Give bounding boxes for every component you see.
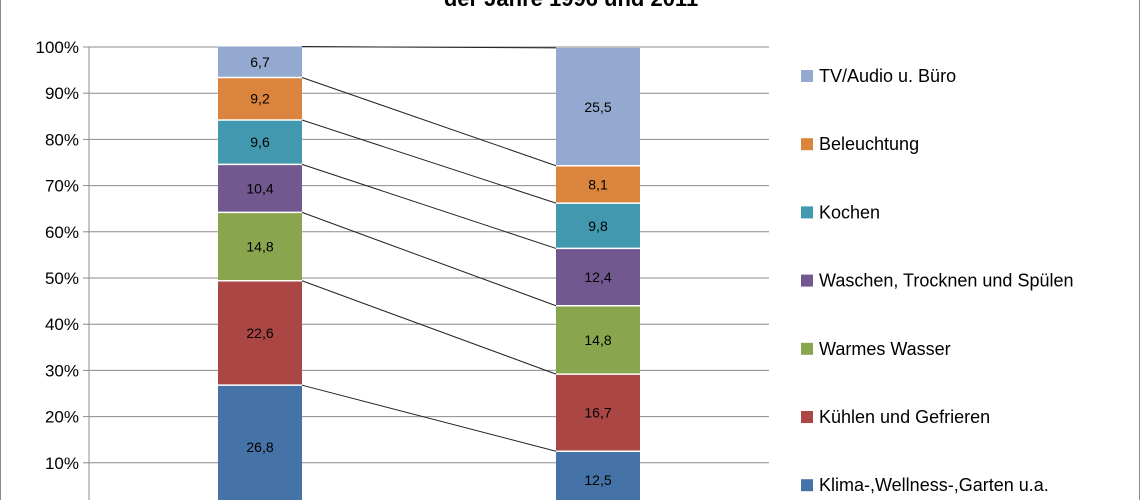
data-label: 12,5	[584, 472, 611, 488]
y-tick-label: 20%	[45, 408, 79, 427]
bar-segment	[556, 305, 640, 375]
data-label: 6,7	[250, 54, 270, 70]
legend-swatch	[801, 411, 813, 423]
legend-label: Waschen, Trocknen und Spülen	[819, 271, 1074, 291]
series-connector-line	[301, 46, 557, 49]
bar-segment	[218, 77, 302, 120]
legend-label: TV/Audio u. Büro	[819, 66, 956, 86]
legend-swatch	[801, 138, 813, 151]
data-label: 9,8	[588, 218, 608, 234]
legend-swatch	[801, 479, 813, 492]
bar-segment	[556, 203, 640, 249]
y-tick-label: 30%	[45, 361, 79, 380]
y-tick-label: 100%	[36, 38, 79, 57]
bar-segment	[556, 165, 640, 204]
chart-title: der Jahre 1996 und 2011	[1, 0, 1139, 12]
bar-segment	[218, 280, 302, 386]
data-label: 12,4	[584, 269, 611, 285]
legend-swatch	[801, 206, 813, 219]
y-tick-label: 50%	[45, 269, 79, 288]
legend-swatch	[801, 70, 813, 82]
legend-label: Warmes Wasser	[819, 339, 951, 359]
bar-segment	[218, 46, 302, 78]
bar-segment	[218, 385, 302, 500]
data-label: 14,8	[584, 332, 611, 348]
legend-label: Beleuchtung	[819, 134, 919, 154]
legend-swatch	[801, 342, 813, 355]
data-label: 9,2	[250, 91, 270, 107]
data-label: 14,8	[246, 239, 273, 255]
y-tick-label: 10%	[45, 454, 79, 473]
legend-swatch	[801, 274, 813, 287]
data-label: 9,6	[250, 134, 270, 150]
y-tick-label: 90%	[45, 84, 79, 103]
bar-segment	[218, 212, 302, 281]
legend-label: Kühlen und Gefrieren	[819, 407, 990, 427]
series-connector-line	[301, 119, 557, 204]
legend-label: Klima-,Wellness-,Garten u.a.	[819, 475, 1049, 495]
y-tick-label: 80%	[45, 130, 79, 149]
data-label: 26,8	[246, 439, 273, 455]
bar-segment	[556, 451, 640, 500]
bar-segment	[556, 248, 640, 306]
y-tick-label: 40%	[45, 315, 79, 334]
series-connector-line	[301, 280, 557, 375]
y-tick-label: 70%	[45, 177, 79, 196]
data-label: 16,7	[584, 405, 611, 421]
series-connector-line	[301, 77, 557, 167]
bar-segment	[218, 119, 302, 165]
series-connector-line	[301, 211, 557, 307]
legend-label: Kochen	[819, 202, 880, 222]
data-label: 22,6	[246, 325, 273, 341]
data-label: 8,1	[588, 176, 608, 192]
bar-segment	[218, 164, 302, 213]
bar-segment	[556, 47, 640, 166]
data-label: 10,4	[246, 180, 273, 196]
series-connector-line	[301, 384, 557, 452]
data-label: 25,5	[584, 99, 611, 115]
y-tick-label: 60%	[45, 223, 79, 242]
bar-segment	[556, 374, 640, 452]
series-connector-line	[301, 163, 557, 249]
